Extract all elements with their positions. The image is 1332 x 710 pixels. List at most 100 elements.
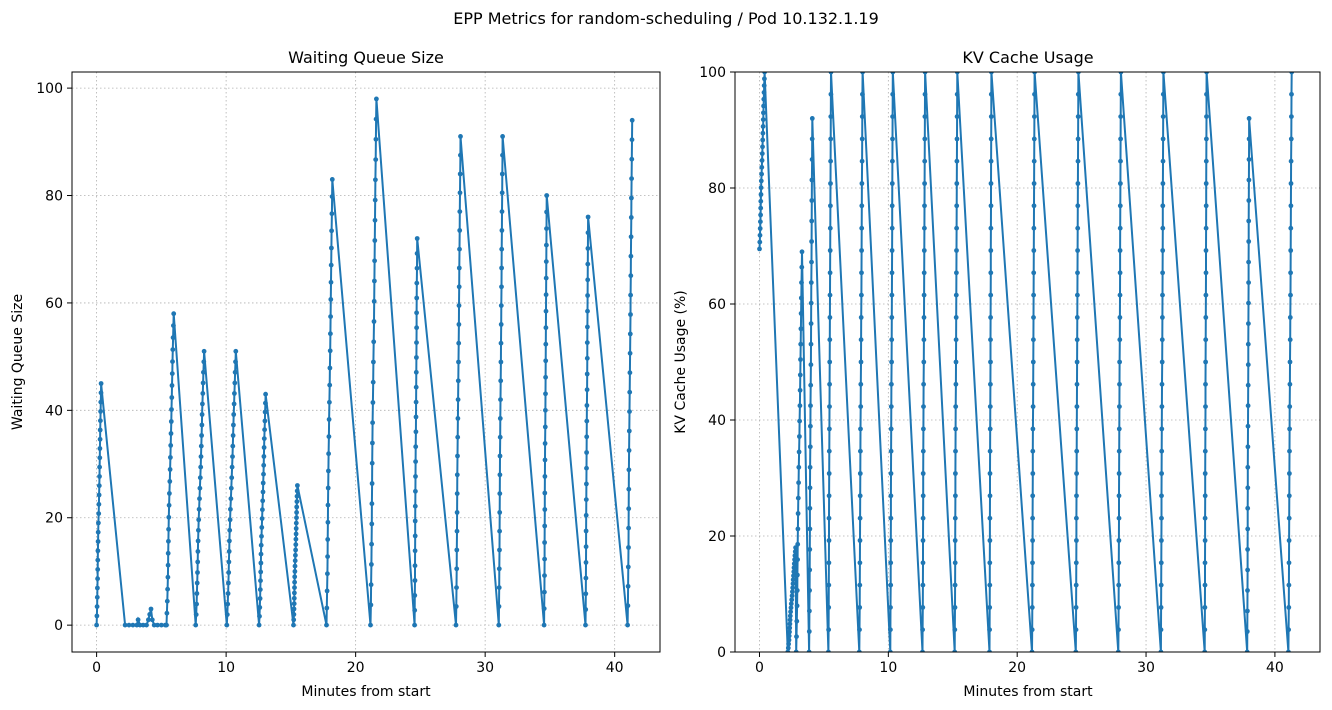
kv-cache-data-point	[809, 157, 815, 162]
waiting-queue-data-point	[414, 265, 420, 271]
kv-cache-data-point	[788, 609, 793, 615]
waiting-queue-data-point	[328, 279, 334, 285]
waiting-queue-plot-area	[94, 96, 635, 628]
kv-cache-data-point	[1031, 270, 1037, 276]
waiting-queue-data-point	[628, 234, 634, 240]
waiting-queue-data-point	[626, 486, 632, 492]
kv-cache-data-point	[808, 321, 814, 326]
kv-cache-data-point	[1244, 629, 1250, 634]
kv-cache-data-point	[987, 582, 993, 588]
waiting-queue-data-point	[293, 552, 298, 558]
kv-cache-data-point	[1030, 493, 1036, 499]
kv-cache-data-point	[1245, 526, 1251, 532]
kv-cache-data-point	[920, 627, 925, 633]
kv-cache-data-point	[858, 426, 863, 432]
kv-cache-data-point	[858, 315, 864, 320]
waiting-queue-data-point	[454, 585, 459, 590]
kv-cache-data-point	[828, 136, 834, 142]
kv-cache-data-point	[860, 72, 865, 75]
kv-cache-data-point	[921, 270, 927, 276]
waiting-queue-data-point	[625, 564, 631, 570]
waiting-queue-data-point	[293, 520, 299, 526]
kv-cache-data-point	[954, 203, 960, 209]
waiting-queue-data-point	[499, 190, 505, 196]
waiting-queue-data-point	[499, 228, 505, 233]
kv-cache-data-point	[1159, 515, 1164, 521]
kv-cache-data-point	[759, 151, 765, 157]
kv-cache-data-point	[1286, 649, 1291, 652]
kv-cache-data-point	[1245, 485, 1251, 491]
waiting-queue-data-point	[224, 622, 230, 628]
kv-cache-data-point	[921, 337, 927, 343]
kv-cache-data-point	[1160, 270, 1165, 276]
waiting-queue-data-point	[199, 422, 205, 428]
waiting-queue-data-point	[96, 483, 102, 489]
waiting-queue-data-point	[327, 365, 333, 371]
kv-cache-data-point	[921, 404, 926, 409]
waiting-queue-ylabel: Waiting Queue Size	[10, 294, 26, 430]
kv-cache-data-point	[1075, 225, 1081, 231]
kv-cache-data-point	[826, 538, 832, 543]
waiting-queue-ytick-label: 20	[45, 511, 63, 527]
kv-cache-data-point	[761, 83, 767, 88]
waiting-queue-data-point	[372, 258, 377, 264]
waiting-queue-data-point	[226, 570, 232, 575]
waiting-queue-data-point	[584, 450, 589, 455]
kv-cache-data-point	[954, 248, 959, 253]
waiting-queue-data-point	[500, 152, 505, 158]
kv-cache-data-point	[1117, 315, 1123, 320]
figure-suptitle: EPP Metrics for random-scheduling / Pod …	[453, 9, 879, 28]
kv-cache-data-point	[857, 471, 863, 476]
kv-cache-data-point	[888, 426, 894, 432]
kv-cache-data-point	[793, 649, 799, 652]
kv-cache-data-point	[1159, 493, 1164, 499]
kv-cache-data-point	[1286, 560, 1292, 566]
kv-cache-data-point	[920, 448, 926, 454]
waiting-queue-data-point	[413, 459, 418, 464]
kv-cache-data-point	[857, 515, 863, 521]
kv-cache-data-point	[920, 493, 926, 499]
kv-cache-data-point	[1030, 404, 1036, 409]
kv-cache-data-point	[1287, 337, 1293, 343]
waiting-queue-data-point	[629, 156, 635, 162]
kv-cache-data-point	[1246, 218, 1252, 224]
waiting-queue-data-point	[412, 563, 418, 569]
kv-cache-data-point	[859, 203, 865, 209]
waiting-queue-data-point	[257, 605, 263, 610]
kv-cache-data-point	[758, 192, 764, 197]
kv-cache-data-point	[954, 72, 960, 75]
kv-cache-data-point	[790, 589, 795, 595]
waiting-queue-data-point	[94, 613, 100, 619]
kv-cache-data-point	[988, 270, 994, 276]
waiting-queue-data-point	[414, 355, 419, 360]
waiting-queue-data-point	[291, 622, 296, 628]
kv-cache-data-point	[953, 315, 959, 320]
waiting-queue-data-point	[544, 209, 549, 215]
kv-cache-data-point	[888, 515, 894, 521]
waiting-queue-data-point	[368, 602, 374, 608]
waiting-queue-data-point	[453, 604, 459, 609]
waiting-queue-data-point	[583, 560, 589, 565]
kv-cache-data-point	[798, 311, 804, 316]
kv-cache-data-point	[989, 72, 994, 75]
waiting-queue-data-point	[95, 585, 100, 591]
kv-cache-data-point	[760, 137, 766, 143]
waiting-queue-data-point	[95, 576, 100, 582]
waiting-queue-data-point	[372, 217, 378, 223]
waiting-queue-xtick-label: 30	[476, 660, 494, 676]
waiting-queue-data-point	[292, 590, 297, 596]
kv-cache-data-point	[1204, 114, 1209, 119]
kv-cache-data-point	[808, 280, 814, 285]
kv-cache-data-point	[1202, 560, 1208, 566]
waiting-queue-xtick-label: 10	[217, 660, 235, 676]
kv-cache-data-point	[1204, 72, 1209, 75]
kv-cache-data-point	[922, 136, 928, 142]
kv-cache-xtick-label: 30	[1137, 660, 1155, 676]
waiting-queue-data-point	[454, 547, 460, 553]
waiting-queue-data-point	[585, 214, 591, 220]
waiting-queue-data-point	[95, 529, 101, 535]
kv-cache-data-point	[988, 225, 994, 231]
kv-cache-data-point	[1116, 582, 1122, 588]
kv-cache-data-point	[1073, 605, 1079, 610]
waiting-queue-data-point	[625, 622, 630, 628]
